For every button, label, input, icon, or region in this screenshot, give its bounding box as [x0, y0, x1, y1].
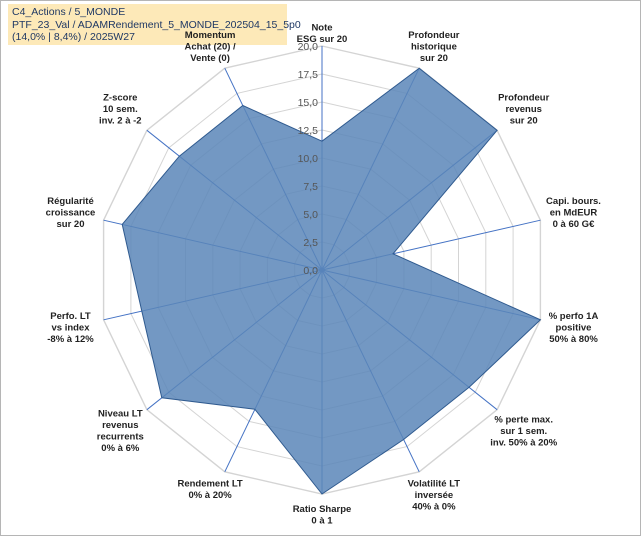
axis-label: Niveau LT revenus recurrents 0% à 6%	[97, 409, 144, 455]
axis-label-line: inversée	[415, 490, 454, 501]
axis-label-line: Vente (0)	[190, 53, 230, 64]
axis-label: Régularité croissance sur 20	[46, 196, 96, 230]
axis-label-line: % perfo 1A	[549, 311, 599, 322]
axis-label-line: Achat (20) /	[184, 42, 236, 53]
chart-title-box: C4_Actions / 5_MONDE PTF_23_Val / ADAMRe…	[8, 4, 301, 45]
title-line-2: PTF_23_Val / ADAMRendement_5_MONDE_20250…	[12, 18, 301, 31]
axis-label-line: positive	[556, 322, 592, 333]
axis-label: Note ESG sur 20	[297, 23, 348, 46]
tick-label: 17,5	[298, 69, 319, 81]
tick-label: 5,0	[303, 209, 318, 221]
axis-label: Momentum Achat (20) / Vente (0)	[184, 30, 236, 64]
radial-tick-labels: 0,0 2,5 5,0 7,5 10,0 12,5 15,0 17,5 20,0	[298, 41, 319, 277]
axis-label: Profondeur revenus sur 20	[498, 93, 549, 127]
axis-label: Z-score 10 sem. inv. 2 à -2	[99, 93, 142, 127]
axis-label-line: 50% à 80%	[549, 334, 598, 345]
axis-label: Perfo. LT vs index -8% à 12%	[47, 311, 94, 345]
axis-label-line: 0% à 20%	[188, 490, 232, 501]
axis-label: Profondeur historique sur 20	[408, 30, 459, 64]
axis-label: Capi. bours. en MdEUR 0 à 60 G€	[546, 196, 601, 230]
axis-label: % perfo 1A positive 50% à 80%	[549, 311, 599, 345]
tick-label: 10,0	[298, 153, 319, 165]
axis-label-line: inv. 50% à 20%	[490, 437, 557, 448]
radar-series	[121, 67, 542, 495]
title-line-1: C4_Actions / 5_MONDE	[12, 6, 126, 18]
axis-label-line: recurrents	[97, 432, 144, 443]
axis-label-line: 0% à 6%	[101, 443, 140, 454]
axis-label-line: ESG sur 20	[297, 34, 348, 45]
axis-label-line: Profondeur	[498, 93, 549, 104]
axis-label-line: Note	[311, 23, 332, 34]
axis-label-line: Régularité	[47, 196, 93, 207]
tick-label: 12,5	[298, 125, 319, 137]
axis-label-line: 0 à 1	[311, 516, 333, 527]
axis-label: Ratio Sharpe 0 à 1	[293, 504, 352, 527]
axis-label-line: inv. 2 à -2	[99, 116, 142, 127]
tick-label: 2,5	[303, 237, 318, 249]
axis-label-line: sur 1 sem.	[500, 426, 547, 437]
axis-label-line: revenus	[505, 104, 541, 115]
axis-label-line: sur 20	[420, 53, 448, 64]
tick-label: 15,0	[298, 97, 319, 109]
axis-label-line: revenus	[102, 420, 138, 431]
axis-label-line: 0 à 60 G€	[553, 219, 595, 230]
axis-label-line: Volatilité LT	[408, 479, 461, 490]
axis-label-line: 40% à 0%	[412, 502, 456, 513]
tick-label: 0,0	[303, 265, 318, 277]
axis-label-line: Ratio Sharpe	[293, 504, 352, 515]
axis-label-line: Niveau LT	[98, 409, 143, 420]
axis-label-line: 10 sem.	[103, 104, 138, 115]
axis-label-line: Rendement LT	[177, 479, 242, 490]
title-line-3: (14,0% | 8,4%) / 2025W27	[12, 31, 135, 43]
axis-label: Rendement LT 0% à 20%	[177, 479, 242, 502]
axis-label-line: Perfo. LT	[50, 311, 91, 322]
axis-label-line: sur 20	[57, 219, 85, 230]
axis-label-line: historique	[411, 42, 457, 53]
axis-label-line: vs index	[51, 322, 90, 333]
axis-label-line: Capi. bours.	[546, 196, 601, 207]
axis-labels: Note ESG sur 20 Profondeur historique sur 20…	[46, 23, 601, 527]
axis-label-line: Profondeur	[408, 30, 459, 41]
axis-label-line: % perte max.	[494, 414, 553, 425]
axis-label-line: Momentum	[185, 30, 236, 41]
tick-label: 20,0	[298, 41, 319, 53]
axis-label: Volatilité LT inversée 40% à 0%	[408, 479, 461, 513]
axis-label-line: en MdEUR	[550, 208, 598, 219]
tick-label: 7,5	[303, 181, 318, 193]
axis-label-line: sur 20	[510, 116, 538, 127]
axis-label: % perte max. sur 1 sem. inv. 50% à 20%	[490, 414, 557, 448]
axis-label-line: croissance	[46, 208, 96, 219]
axis-label-line: Z-score	[103, 93, 137, 104]
axis-label-line: -8% à 12%	[47, 334, 94, 345]
